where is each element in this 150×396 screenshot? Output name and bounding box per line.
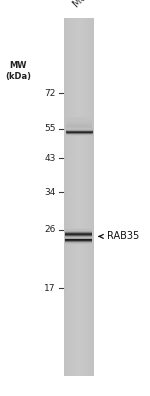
Bar bbox=[69, 18, 70, 376]
Bar bbox=[93, 18, 94, 376]
Bar bbox=[77, 18, 78, 376]
Bar bbox=[74, 18, 75, 376]
Bar bbox=[90, 18, 91, 376]
Bar bbox=[85, 18, 86, 376]
Bar bbox=[79, 18, 80, 376]
Bar bbox=[76, 18, 77, 376]
Bar bbox=[64, 18, 65, 376]
Text: 26: 26 bbox=[44, 225, 56, 234]
Bar bbox=[67, 18, 68, 376]
Bar bbox=[75, 18, 76, 376]
Bar bbox=[88, 18, 89, 376]
Text: 34: 34 bbox=[44, 188, 56, 196]
Bar bbox=[73, 18, 74, 376]
Text: MW
(kDa): MW (kDa) bbox=[5, 61, 31, 81]
Bar bbox=[83, 18, 84, 376]
Text: 43: 43 bbox=[44, 154, 56, 163]
Bar bbox=[92, 18, 93, 376]
Bar bbox=[86, 18, 87, 376]
Text: 55: 55 bbox=[44, 124, 56, 133]
Bar bbox=[80, 18, 81, 376]
Bar bbox=[68, 18, 69, 376]
Bar bbox=[91, 18, 92, 376]
Text: Mouse brain: Mouse brain bbox=[72, 0, 121, 10]
Bar bbox=[81, 18, 82, 376]
Bar bbox=[65, 18, 66, 376]
Bar bbox=[72, 18, 73, 376]
Text: 72: 72 bbox=[44, 89, 56, 97]
Text: RAB35: RAB35 bbox=[106, 231, 139, 242]
Bar bbox=[89, 18, 90, 376]
Bar bbox=[87, 18, 88, 376]
Bar bbox=[66, 18, 67, 376]
Bar bbox=[78, 18, 79, 376]
Text: 17: 17 bbox=[44, 284, 56, 293]
Bar bbox=[82, 18, 83, 376]
Bar bbox=[84, 18, 85, 376]
Bar bbox=[71, 18, 72, 376]
Bar bbox=[70, 18, 71, 376]
